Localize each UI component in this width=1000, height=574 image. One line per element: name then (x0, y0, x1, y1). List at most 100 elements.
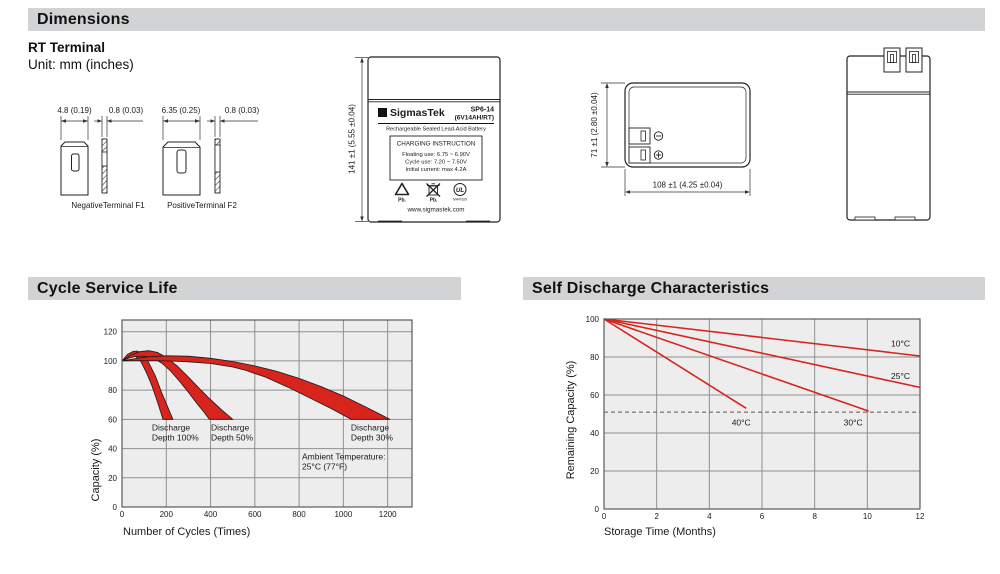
band-discharge-depth-30- (121, 355, 391, 420)
negative-terminal-stub (628, 127, 651, 145)
f1-label: NegativeTerminal F1 (71, 201, 145, 210)
model-number: SP6-14 (471, 107, 494, 114)
svg-text:Pb.: Pb. (430, 198, 438, 204)
battery-body (367, 56, 501, 223)
f2-label: PositiveTerminal F2 (167, 201, 237, 210)
y-tick-label: 120 (104, 328, 118, 337)
series-line-10-C (603, 318, 921, 357)
chart-annotation: 25°C (77°F) (302, 462, 347, 472)
f1-thickness-dimension: 0.8 (0.03) (109, 106, 144, 115)
terminal-drawings: 4.8 (0.19) 0.8 (0.03) NegativeTerminal F… (57, 106, 260, 210)
x-tick-label: 2 (654, 512, 659, 521)
cycle-service-life-chart: Capacity (%) Number of Cycles (Times) 0 2… (90, 319, 413, 538)
series-label: 10°C (891, 339, 910, 349)
rt-terminal-heading: RT Terminal (28, 40, 106, 55)
brand-logo-glyph: Σ (380, 110, 384, 117)
self-discharge-chart: Remaining Capacity (%) Storage Time (Mon… (565, 315, 925, 538)
x-tick-label: 1000 (334, 510, 352, 519)
y-tick-label: 80 (108, 386, 117, 395)
x-tick-label: 0 (120, 510, 125, 519)
y-tick-label: 0 (113, 503, 118, 512)
y-tick-label: 20 (590, 467, 599, 476)
trash-pb-icon: Pb. (426, 183, 441, 204)
f2-thickness-dimension: 0.8 (0.03) (225, 106, 260, 115)
model-spec: (6V14AH/RT) (455, 115, 494, 122)
self-discharge-y-axis-label: Remaining Capacity (%) (565, 361, 577, 480)
series-label: 40°C (732, 417, 751, 427)
f1-width-dimension: 4.8 (0.19) (57, 106, 92, 115)
y-tick-label: 80 (590, 353, 599, 362)
chart-annotation: Depth 100% (152, 432, 199, 442)
side-view-outline (846, 55, 931, 221)
plot-border (603, 318, 921, 510)
negative-terminal-icon (653, 131, 664, 141)
series-line-25-C (603, 318, 921, 389)
battery-type: Rechargeable Sealed Lead-Acid Battery (386, 127, 486, 133)
x-tick-label: 600 (248, 510, 262, 519)
x-tick-label: 10 (863, 512, 872, 521)
chart-annotation: Discharge (211, 422, 250, 432)
f2-width-dimension: 6.35 (0.25) (162, 106, 201, 115)
battery-front-view: 141 ±1 (5.55 ±0.04) Σ SigmasTek SP6-14 (… (348, 56, 501, 223)
series-label: 30°C (844, 417, 863, 427)
x-tick-label: 800 (292, 510, 306, 519)
series-line-40-C (603, 318, 747, 409)
brand-logo-icon (378, 108, 387, 117)
website-url: www.sigmastek.com (406, 207, 464, 214)
plot-border (121, 319, 413, 508)
y-tick-label: 40 (590, 429, 599, 438)
ul-file-number: MH47629 (453, 198, 467, 202)
series-line-30-C (603, 318, 869, 412)
x-tick-label: 400 (204, 510, 218, 519)
battery-top-view: 71 ±1 (2.80 ±0.04) 108 ±1 (4.25 ±0.04) (590, 82, 751, 196)
chart-annotation: Discharge (351, 422, 390, 432)
charging-instruction-box (389, 135, 483, 181)
x-tick-label: 12 (916, 512, 925, 521)
charging-line-3: Initial current: max 4.2A (406, 167, 467, 173)
section-title-self-discharge: Self Discharge Characteristics (532, 279, 770, 297)
y-tick-label: 100 (586, 315, 600, 324)
brand-name: SigmasTek (390, 107, 445, 119)
x-tick-label: 8 (812, 512, 817, 521)
ul-mark-icon: UL MH47629 (453, 183, 467, 202)
y-tick-label: 0 (595, 505, 600, 514)
y-tick-label: 60 (590, 391, 599, 400)
charging-title: CHARGING INSTRUCTION (397, 141, 476, 148)
chart-annotation: Discharge (152, 422, 191, 432)
section-header-self-discharge: Self Discharge Characteristics (523, 277, 985, 300)
f1-terminal-slot (71, 153, 80, 172)
side-terminal-1 (883, 47, 901, 73)
x-tick-label: 0 (602, 512, 607, 521)
positive-terminal-stub (628, 146, 651, 164)
chart-annotation: Ambient Temperature: (302, 452, 385, 462)
series-label: 25°C (891, 371, 910, 381)
section-title-dimensions: Dimensions (37, 10, 130, 28)
svg-text:UL: UL (456, 187, 464, 194)
battery-side-view (846, 47, 931, 221)
charging-line-2: Cycle use: 7.20 ~ 7.50V (405, 160, 467, 166)
section-header-cycle-service-life: Cycle Service Life (28, 277, 461, 300)
chart-annotation: Depth 30% (351, 432, 393, 442)
top-height-dimension: 71 ±1 (2.80 ±0.04) (590, 92, 599, 158)
side-terminal-2 (905, 47, 923, 73)
x-tick-label: 1200 (379, 510, 397, 519)
svg-text:Pb.: Pb. (398, 198, 406, 204)
cycle-chart-y-axis-label: Capacity (%) (90, 439, 102, 502)
top-width-dimension: 108 ±1 (4.25 ±0.04) (653, 181, 723, 190)
y-tick-label: 60 (108, 415, 117, 424)
recycle-pb-icon: Pb. (394, 182, 410, 204)
y-tick-label: 20 (108, 474, 117, 483)
top-view-outline (624, 82, 751, 168)
x-tick-label: 200 (160, 510, 174, 519)
y-tick-label: 40 (108, 445, 117, 454)
unit-note: Unit: mm (inches) (28, 57, 134, 72)
cycle-chart-x-axis-label: Number of Cycles (Times) (123, 526, 250, 538)
x-tick-label: 4 (707, 512, 712, 521)
charging-line-1: Floating use: 6.75 ~ 6.90V (402, 152, 470, 158)
front-height-dimension: 141 ±1 (5.55 ±0.04) (348, 104, 357, 174)
positive-terminal-icon (653, 150, 664, 160)
self-discharge-x-axis-label: Storage Time (Months) (604, 526, 716, 538)
y-tick-label: 100 (104, 357, 118, 366)
chart-annotation: Depth 50% (211, 432, 253, 442)
